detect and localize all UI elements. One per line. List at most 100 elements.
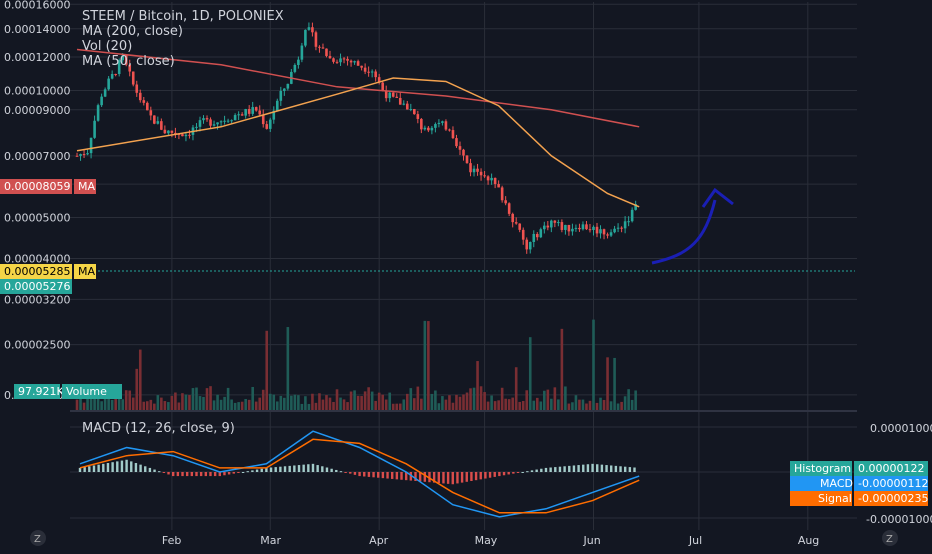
candle-body xyxy=(128,64,132,72)
volume-bar xyxy=(564,386,567,410)
histogram-bar xyxy=(158,471,161,473)
candle-body xyxy=(595,226,599,234)
volume-bar xyxy=(346,402,349,410)
histogram-bar xyxy=(591,463,594,472)
volume-bar xyxy=(156,395,160,410)
volume-bar xyxy=(226,387,230,410)
candle-body xyxy=(602,229,606,235)
candle-body xyxy=(114,73,117,75)
volume-bar xyxy=(455,394,458,410)
candle-body xyxy=(451,130,455,139)
histogram-bar xyxy=(255,469,259,472)
candle-body xyxy=(349,60,353,63)
candle-body xyxy=(490,177,493,181)
candle-body xyxy=(462,149,465,156)
volume-bar xyxy=(370,391,374,410)
histogram-bar xyxy=(474,472,478,481)
volume-bar xyxy=(430,393,434,410)
candle-body xyxy=(504,200,507,204)
candle-body xyxy=(174,132,177,135)
volume-bar xyxy=(335,389,339,410)
candle-body xyxy=(532,233,536,243)
volume-bar xyxy=(402,399,406,410)
volume-bar xyxy=(237,402,240,410)
volume-bar xyxy=(353,390,356,410)
candle-body xyxy=(223,120,226,122)
time-tick-label: Jul xyxy=(688,534,702,547)
histogram-bar xyxy=(363,472,366,477)
candle-body xyxy=(268,119,272,129)
histogram-bar xyxy=(596,464,599,472)
histogram-bar xyxy=(600,464,604,472)
candle-body xyxy=(514,222,518,224)
histogram-bar xyxy=(530,470,534,472)
volume-bar xyxy=(138,349,142,410)
histogram-bar xyxy=(586,464,590,472)
histogram-bar xyxy=(414,472,417,481)
histogram-bar xyxy=(391,472,394,479)
histogram-bar xyxy=(78,467,82,472)
volume-bar xyxy=(437,403,441,410)
histogram-bar xyxy=(484,472,487,479)
volume-bar xyxy=(360,396,363,410)
volume-bar xyxy=(620,401,623,410)
volume-bar xyxy=(188,395,191,410)
ma200-tag: 0.00008059 MA xyxy=(0,179,96,194)
volume-bar xyxy=(585,403,588,410)
candle-body xyxy=(630,209,634,222)
candle-body xyxy=(318,46,321,48)
candle-body xyxy=(167,130,170,134)
price-secondary: 0.00005276 xyxy=(4,280,70,293)
candle-body xyxy=(293,64,297,72)
volume-bar xyxy=(381,394,384,410)
candle-body xyxy=(188,134,191,136)
histogram-bar xyxy=(367,472,371,477)
bottom-right-icon[interactable]: Z xyxy=(882,530,898,546)
histogram-bar xyxy=(554,467,557,472)
volume-bar xyxy=(79,393,82,410)
histogram-bar xyxy=(232,472,235,474)
histogram-bar xyxy=(213,472,217,477)
histogram-bar xyxy=(442,472,445,484)
histogram-bar xyxy=(321,466,324,472)
volume-bar xyxy=(497,400,500,410)
volume-bar xyxy=(483,392,486,410)
bottom-left-icon[interactable]: Z xyxy=(30,530,46,546)
volume-bar xyxy=(634,390,637,410)
histogram-bar xyxy=(209,472,212,477)
volume-bar xyxy=(230,399,233,410)
histogram-bar xyxy=(139,464,142,472)
histogram-bar xyxy=(568,465,571,472)
histogram-bar xyxy=(251,470,254,472)
price-tick-label: 0.00016000 xyxy=(4,0,70,11)
volume-bar xyxy=(535,397,539,410)
volume-bar xyxy=(518,401,522,410)
histogram-bar xyxy=(335,469,338,472)
volume-bar xyxy=(472,387,476,410)
volume-bar xyxy=(592,319,595,410)
candle-body xyxy=(212,124,216,126)
trend-arrow xyxy=(651,187,734,265)
volume-bar xyxy=(616,403,620,410)
volume-bar xyxy=(307,403,311,410)
volume-bar xyxy=(202,396,205,410)
histogram-bar xyxy=(293,465,296,472)
candle-body xyxy=(107,78,110,90)
histogram-bar xyxy=(302,464,305,472)
histogram-bar xyxy=(311,463,315,472)
time-tick-label: May xyxy=(475,534,498,547)
candle-body xyxy=(79,154,82,156)
volume-bar xyxy=(86,393,89,410)
histogram-bar xyxy=(181,472,184,477)
price-tick-label: 0.00009000 xyxy=(4,104,70,117)
time-tick-label: Jun xyxy=(582,534,600,547)
histogram-bar xyxy=(582,464,585,472)
volume-bar xyxy=(110,399,114,410)
histogram-bar xyxy=(349,472,352,474)
candle-body xyxy=(434,124,437,128)
histogram-bar xyxy=(544,467,548,472)
volume-bar xyxy=(325,395,328,410)
volume-bar xyxy=(462,394,465,410)
volume-bar xyxy=(434,390,437,410)
